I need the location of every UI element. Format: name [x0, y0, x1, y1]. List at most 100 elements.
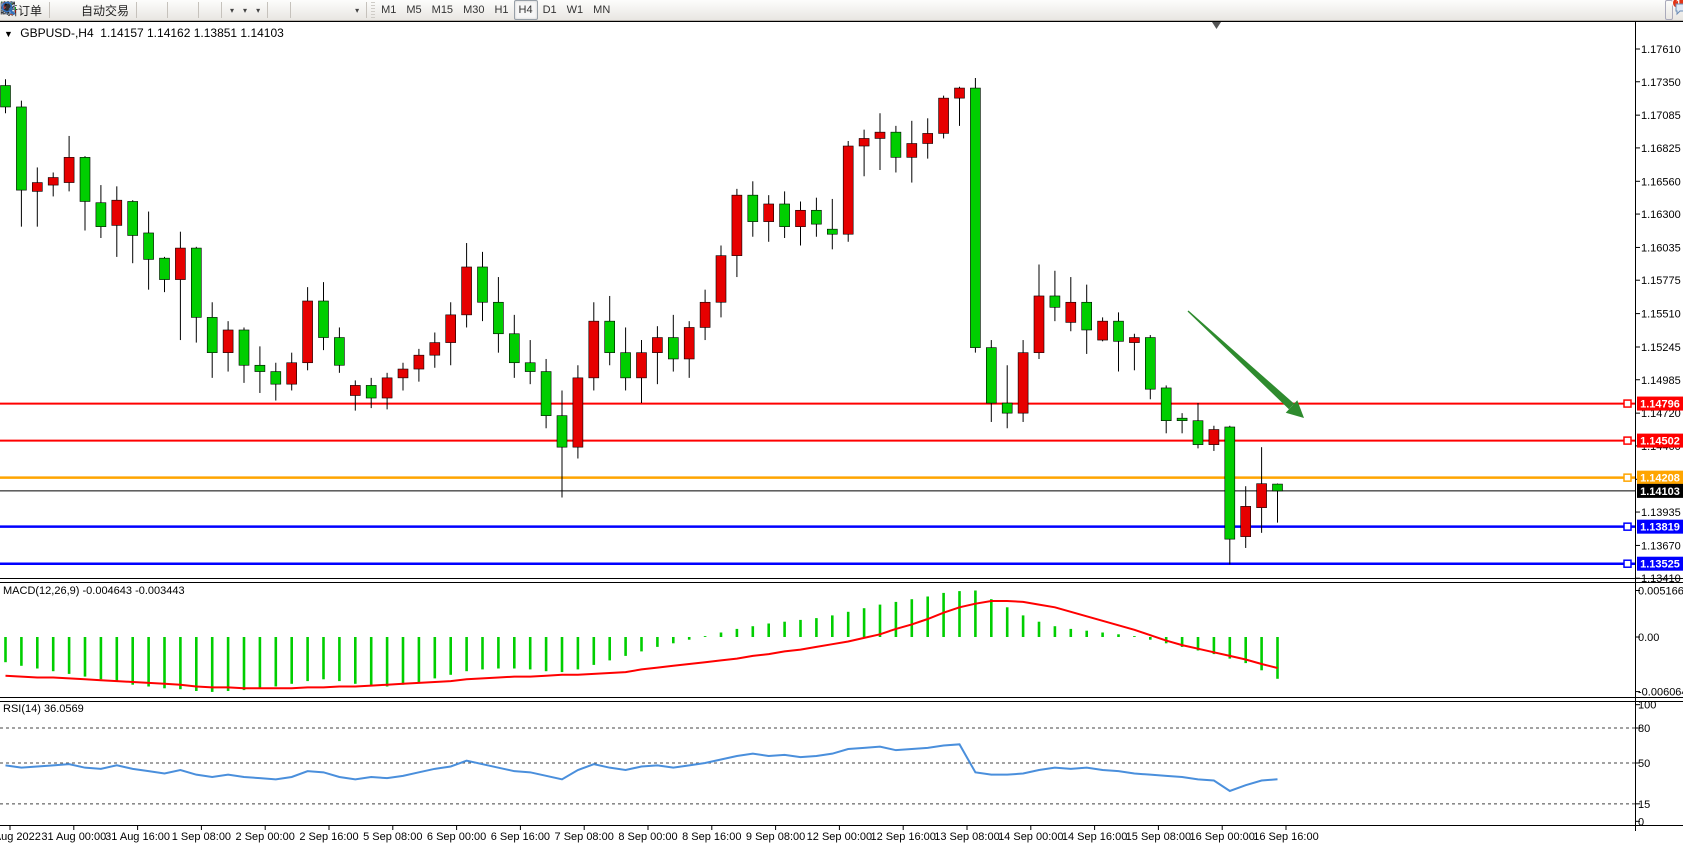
- templates-button[interactable]: ▾: [1, 0, 264, 20]
- auto-scroll-button[interactable]: [1, 0, 210, 20]
- price-tick-label: 1.17085: [1641, 110, 1681, 122]
- time-axis-label: 14 Sep 00:00: [998, 831, 1063, 843]
- timeframe-mn-button[interactable]: MN: [593, 4, 611, 16]
- dropdown-arrow-icon[interactable]: ▾: [230, 5, 235, 15]
- chat-button[interactable]: 1: [1671, 0, 1683, 20]
- price-tick-label: 1.16300: [1641, 209, 1681, 221]
- zoom-in-button[interactable]: [2, 0, 179, 20]
- order-book-button[interactable]: [1, 0, 61, 20]
- rsi-scale-label: 15: [1638, 799, 1650, 811]
- svg-text:A: A: [4, 1, 13, 15]
- timeframe-w1-button[interactable]: W1: [566, 4, 584, 16]
- time-axis-label: 13 Sep 08:00: [934, 831, 999, 843]
- line-handle[interactable]: [1623, 473, 1632, 482]
- fibonacci-button[interactable]: F: [1, 0, 334, 20]
- chart-symbol-period: GBPUSD-,H4: [20, 26, 94, 40]
- arrows-button[interactable]: ▾: [1, 0, 363, 20]
- search-button[interactable]: [1, 0, 1673, 20]
- signals-button[interactable]: [2, 0, 77, 20]
- toolbar-separator: [198, 2, 200, 18]
- timeframe-d1-button[interactable]: D1: [542, 4, 557, 16]
- bar-chart-button[interactable]: [1, 0, 148, 20]
- price-tick-label: 1.16560: [1641, 176, 1681, 188]
- line-chart-button[interactable]: [1, 0, 164, 20]
- price-tick-label: 1.17350: [1641, 77, 1681, 89]
- dropdown-arrow-icon[interactable]: ▾: [256, 5, 261, 15]
- line-handle[interactable]: [1623, 399, 1632, 408]
- chart-title-dropdown-icon[interactable]: ▼: [4, 29, 13, 39]
- time-axis-label: 6 Sep 00:00: [427, 831, 486, 843]
- chart-shift-marker[interactable]: [1212, 22, 1221, 29]
- timeframe-h4-button[interactable]: H4: [513, 0, 538, 20]
- macd-scale-label: 0.005166: [1638, 586, 1683, 598]
- time-axis-label: 2 Sep 00:00: [236, 831, 295, 843]
- time-axis-label: 31 Aug 16:00: [105, 831, 170, 843]
- time-axis-label: 8 Sep 16:00: [682, 831, 741, 843]
- toolbar-separator: [167, 2, 169, 18]
- rsi-scale-label: 80: [1638, 723, 1650, 735]
- price-label-text: 1.13819: [1640, 522, 1680, 534]
- price-label-box: [1637, 483, 1683, 498]
- macd-indicator-label: MACD(12,26,9) -0.004643 -0.003443: [3, 585, 185, 597]
- market-window-button[interactable]: [1, 0, 69, 20]
- price-tick-label: 1.13935: [1641, 507, 1681, 519]
- macd-values: -0.004643 -0.003443: [82, 585, 185, 597]
- time-axis-label: 5 Sep 08:00: [363, 831, 422, 843]
- equidistant-channel-button[interactable]: E: [0, 0, 326, 20]
- line-handle[interactable]: [1623, 436, 1632, 445]
- price-label-box: [1637, 470, 1683, 485]
- macd-scale-label: -0.006064: [1638, 687, 1683, 699]
- time-axis-label: 2 Sep 16:00: [299, 831, 358, 843]
- time-axis-label: 6 Sep 16:00: [491, 831, 550, 843]
- chart-background: [0, 21, 1683, 845]
- price-label-text: 1.14208: [1640, 473, 1680, 485]
- dropdown-arrow-icon[interactable]: ▾: [355, 5, 360, 15]
- timeframe-m1-button[interactable]: M1: [381, 4, 397, 16]
- timeframe-m30-button[interactable]: M30: [463, 4, 485, 16]
- crosshair-button[interactable]: [1, 0, 287, 20]
- time-axis-label: 16 Sep 00:00: [1189, 831, 1254, 843]
- textA-glyph: A: [4, 1, 13, 15]
- timeframe-h1-button[interactable]: H1: [494, 4, 509, 16]
- text-label-button[interactable]: T: [1, 0, 350, 20]
- line-handle[interactable]: [1623, 522, 1632, 531]
- line-handle[interactable]: [1623, 559, 1632, 568]
- price-label-box: [1637, 556, 1683, 571]
- candlestick-chart-button[interactable]: [2, 0, 156, 20]
- timeframe-m5-button[interactable]: M5: [406, 4, 422, 16]
- price-tick-label: 1.15775: [1641, 275, 1681, 287]
- rsi-scale-label: 0: [1638, 816, 1644, 828]
- price-label-box: [1637, 433, 1683, 448]
- autotrade-button[interactable]: 自动交易: [0, 0, 133, 20]
- price-tick-label: 1.13670: [1641, 540, 1681, 552]
- horizontal-line-button[interactable]: [1, 0, 310, 20]
- zoom-out-button[interactable]: [2, 0, 187, 20]
- time-axis-label: 14 Sep 16:00: [1062, 831, 1127, 843]
- trend-arrow-head[interactable]: [1285, 400, 1304, 418]
- time-axis-label: 16 Sep 16:00: [1253, 831, 1318, 843]
- price-label-text: 1.14796: [1640, 399, 1680, 411]
- price-tick-label: 1.17610: [1641, 44, 1681, 56]
- cursor-button[interactable]: [4, 0, 279, 20]
- tile-windows-button[interactable]: [1, 0, 195, 20]
- toolbar-separator: [366, 2, 368, 18]
- vertical-line-button[interactable]: [7, 0, 302, 20]
- trendline-button[interactable]: [1, 0, 318, 20]
- dropdown-arrow-icon[interactable]: ▾: [243, 5, 248, 15]
- chart-ohlc-values: 1.14157 1.14162 1.13851 1.14103: [100, 26, 284, 40]
- trend-arrow[interactable]: [1187, 310, 1295, 410]
- toolbar-grip: [371, 2, 376, 18]
- toolbar-separator: [267, 2, 269, 18]
- rsi-scale-label: 50: [1638, 758, 1650, 770]
- timeframe-m15-button[interactable]: M15: [431, 4, 454, 16]
- time-axis-label: 12 Sep 00:00: [807, 831, 872, 843]
- text-button[interactable]: A: [4, 0, 342, 20]
- chart-shift-button[interactable]: [2, 0, 218, 20]
- price-label-text: 1.13525: [1640, 559, 1680, 571]
- add-indicator-button[interactable]: ▾: [0, 0, 238, 20]
- periods-button[interactable]: ▾: [1, 0, 251, 20]
- chart-title[interactable]: ▼ GBPUSD-,H4 1.14157 1.14162 1.13851 1.1…: [4, 26, 284, 40]
